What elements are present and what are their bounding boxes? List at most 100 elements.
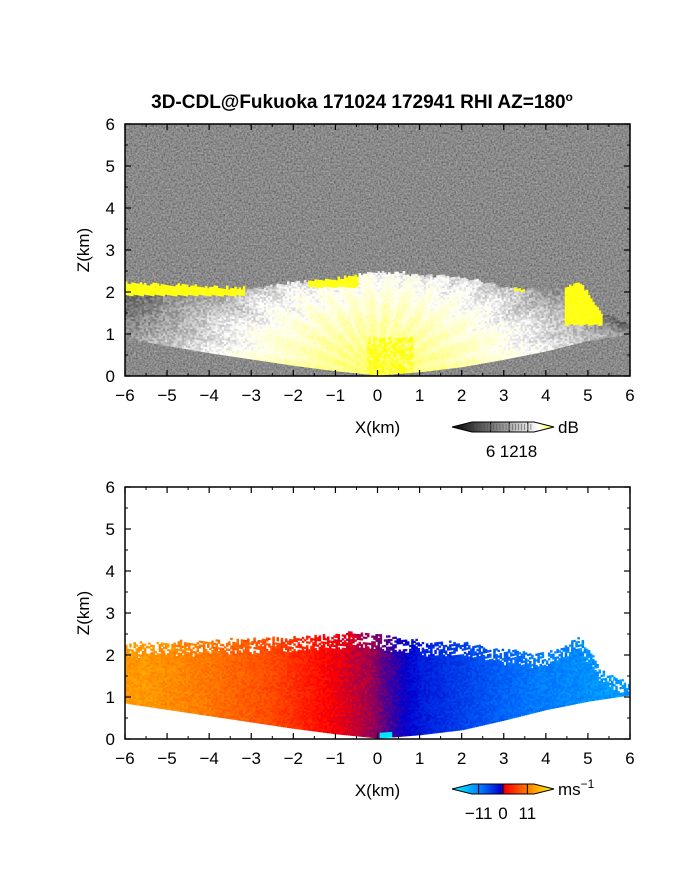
intensity-cell <box>369 319 372 322</box>
intensity-cell <box>356 288 359 291</box>
intensity-cell <box>383 353 387 357</box>
intensity-cell <box>202 314 206 317</box>
intensity-cell <box>200 287 204 290</box>
intensity-cell <box>244 333 248 336</box>
intensity-cell <box>238 294 242 298</box>
intensity-cell <box>337 314 341 317</box>
intensity-cell <box>238 319 242 322</box>
intensity-cell <box>183 305 187 308</box>
intensity-cell <box>247 307 250 310</box>
intensity-cell <box>295 329 298 333</box>
intensity-cell <box>236 317 240 320</box>
intensity-cell <box>297 347 301 350</box>
intensity-cell <box>327 322 330 325</box>
intensity-cell <box>270 360 273 363</box>
intensity-cell <box>377 339 381 342</box>
intensity-cell <box>232 307 235 310</box>
intensity-cell <box>312 313 315 316</box>
intensity-cell <box>341 316 345 320</box>
intensity-cell <box>249 302 252 305</box>
intensity-cell <box>373 357 376 361</box>
intensity-cell <box>352 336 355 340</box>
intensity-cell <box>232 350 235 353</box>
intensity-cell <box>383 276 387 279</box>
intensity-cell <box>377 358 381 361</box>
intensity-cell <box>162 312 166 316</box>
intensity-cell <box>261 349 265 352</box>
intensity-cell <box>337 356 341 359</box>
intensity-cell <box>316 287 319 290</box>
intensity-cell <box>139 310 143 313</box>
intensity-cell <box>146 289 149 292</box>
intensity-cell <box>314 330 317 333</box>
intensity-cell <box>148 308 151 311</box>
intensity-cell <box>244 295 248 299</box>
intensity-cell <box>335 340 338 344</box>
intensity-cell <box>200 349 204 352</box>
intensity-cell <box>343 305 347 308</box>
intensity-cell <box>234 298 237 301</box>
intensity-cell <box>310 333 313 336</box>
intensity-cell <box>301 349 305 352</box>
intensity-cell <box>360 297 364 301</box>
intensity-cell <box>160 299 164 302</box>
intensity-cell <box>280 356 284 359</box>
intensity-cell <box>173 326 176 329</box>
intensity-cell <box>293 305 296 308</box>
intensity-cell <box>295 341 298 344</box>
intensity-cell <box>255 339 258 342</box>
intensity-cell <box>242 308 246 312</box>
intensity-cell <box>244 320 248 323</box>
intensity-cell <box>188 341 191 345</box>
intensity-cell <box>348 317 351 320</box>
intensity-cell <box>282 309 286 312</box>
intensity-cell <box>183 297 187 300</box>
intensity-cell <box>211 311 214 314</box>
intensity-cell <box>276 334 280 337</box>
intensity-cell <box>377 288 381 291</box>
intensity-cell <box>366 364 370 367</box>
intensity-cell <box>270 329 273 333</box>
intensity-cell <box>333 329 336 332</box>
intensity-cell <box>345 334 349 337</box>
intensity-cell <box>335 287 338 291</box>
intensity-cell <box>295 280 298 284</box>
intensity-cell <box>154 292 157 295</box>
intensity-cell <box>234 316 237 320</box>
intensity-cell <box>352 300 355 304</box>
intensity-cell <box>331 332 334 335</box>
intensity-cell <box>348 355 351 358</box>
intensity-cell <box>377 369 381 372</box>
intensity-cell <box>366 328 370 332</box>
intensity-cell <box>152 299 155 302</box>
intensity-cell <box>135 294 139 298</box>
intensity-cell <box>377 352 381 355</box>
intensity-cell <box>295 324 298 327</box>
intensity-cell <box>131 329 134 333</box>
intensity-cell <box>194 299 197 302</box>
intensity-cell <box>154 300 157 303</box>
intensity-cell <box>308 284 311 287</box>
intensity-cell <box>322 297 326 300</box>
intensity-cell <box>350 370 353 373</box>
intensity-cell <box>228 293 231 296</box>
intensity-cell <box>164 324 168 327</box>
intensity-cell <box>171 306 174 310</box>
intensity-cell <box>331 296 334 299</box>
intensity-cell <box>301 336 305 339</box>
intensity-cell <box>261 294 265 297</box>
intensity-cell <box>360 284 364 287</box>
intensity-cell <box>215 291 218 294</box>
intensity-cell <box>381 337 385 340</box>
intensity-cell <box>226 313 229 317</box>
intensity-cell <box>345 332 349 335</box>
intensity-cell <box>329 296 332 299</box>
intensity-cell <box>348 330 351 333</box>
intensity-cell <box>272 292 275 295</box>
intensity-cell <box>320 285 324 289</box>
intensity-cell <box>322 316 326 319</box>
intensity-cell <box>125 302 128 305</box>
intensity-cell <box>154 341 157 344</box>
intensity-cell <box>337 308 341 312</box>
intensity-cell <box>352 348 355 351</box>
